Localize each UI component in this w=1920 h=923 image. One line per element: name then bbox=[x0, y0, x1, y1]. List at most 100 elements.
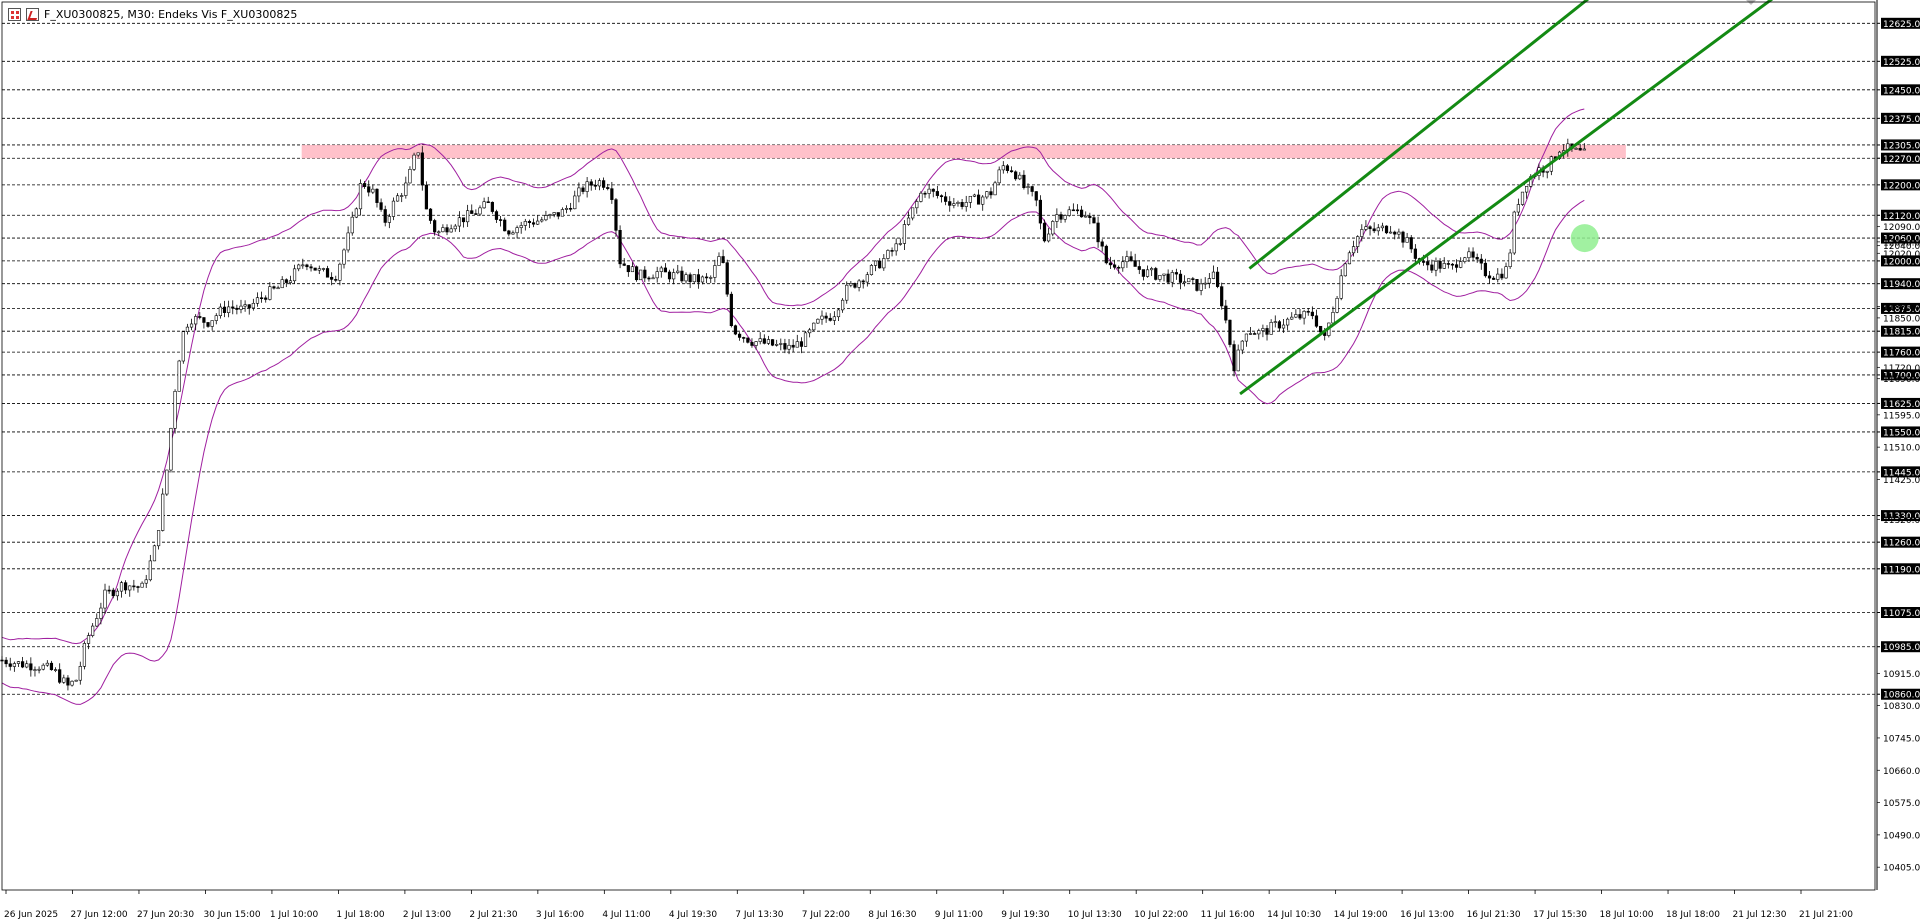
candle-body[interactable] bbox=[602, 180, 606, 188]
candle-body[interactable] bbox=[1442, 263, 1446, 269]
candle-body[interactable] bbox=[560, 209, 565, 217]
candle-body[interactable] bbox=[519, 225, 523, 228]
candle-body[interactable] bbox=[478, 207, 482, 215]
candle-body[interactable] bbox=[371, 188, 375, 193]
candle-body[interactable] bbox=[610, 188, 614, 200]
candle-body[interactable] bbox=[923, 192, 927, 195]
candle-body[interactable] bbox=[1001, 165, 1005, 171]
candle-body[interactable] bbox=[165, 469, 169, 495]
candle-body[interactable] bbox=[404, 182, 408, 196]
candle-body[interactable] bbox=[948, 201, 952, 206]
candle-body[interactable] bbox=[832, 316, 836, 321]
candle-body[interactable] bbox=[651, 277, 655, 280]
candle-body[interactable] bbox=[1314, 315, 1319, 327]
candle-body[interactable] bbox=[1426, 261, 1430, 266]
candle-body[interactable] bbox=[210, 320, 214, 327]
candle-body[interactable] bbox=[1520, 191, 1525, 205]
candle-body[interactable] bbox=[268, 286, 272, 300]
candle-body[interactable] bbox=[1063, 215, 1067, 220]
candle-body[interactable] bbox=[997, 169, 1001, 184]
candle-body[interactable] bbox=[1409, 237, 1413, 250]
price-tag[interactable] bbox=[1881, 232, 1920, 244]
candle-body[interactable] bbox=[1351, 246, 1356, 254]
candle-body[interactable] bbox=[1104, 245, 1108, 264]
candle-body[interactable] bbox=[486, 201, 490, 204]
candle-body[interactable] bbox=[935, 191, 939, 196]
candle-body[interactable] bbox=[964, 202, 968, 207]
candle-body[interactable] bbox=[391, 200, 396, 217]
candle-body[interactable] bbox=[461, 217, 466, 223]
candle-body[interactable] bbox=[1137, 266, 1141, 270]
candle-body[interactable] bbox=[235, 307, 239, 310]
candle-body[interactable] bbox=[1117, 266, 1121, 269]
price-tag[interactable] bbox=[1881, 55, 1920, 67]
candle-body[interactable] bbox=[1265, 328, 1269, 335]
candle-body[interactable] bbox=[692, 274, 696, 283]
candle-body[interactable] bbox=[622, 263, 626, 266]
channel-upper-line[interactable] bbox=[1248, 0, 1875, 270]
candle-body[interactable] bbox=[62, 677, 66, 683]
candle-body[interactable] bbox=[264, 297, 268, 300]
candle-body[interactable] bbox=[915, 201, 919, 209]
candle-body[interactable] bbox=[206, 322, 210, 327]
candle-body[interactable] bbox=[614, 199, 618, 231]
candle-body[interactable] bbox=[1339, 275, 1343, 299]
candle-body[interactable] bbox=[1150, 268, 1154, 271]
candle-body[interactable] bbox=[177, 360, 181, 392]
candle-body[interactable] bbox=[873, 260, 878, 266]
candle-body[interactable] bbox=[1582, 148, 1586, 151]
candle-body[interactable] bbox=[536, 220, 540, 225]
candle-body[interactable] bbox=[1079, 209, 1084, 218]
candle-body[interactable] bbox=[1187, 278, 1191, 283]
candle-body[interactable] bbox=[808, 329, 812, 334]
candle-body[interactable] bbox=[251, 302, 255, 309]
candle-body[interactable] bbox=[696, 274, 700, 283]
candle-body[interactable] bbox=[1092, 217, 1096, 224]
candle-body[interactable] bbox=[713, 265, 717, 278]
price-tag[interactable] bbox=[1881, 278, 1920, 290]
candle-body[interactable] bbox=[1203, 282, 1207, 285]
candle-body[interactable] bbox=[1232, 344, 1236, 372]
candle-body[interactable] bbox=[680, 270, 684, 282]
candle-body[interactable] bbox=[346, 232, 350, 251]
candle-body[interactable] bbox=[457, 217, 461, 227]
candle-body[interactable] bbox=[1347, 252, 1352, 265]
candle-body[interactable] bbox=[325, 268, 330, 278]
candle-body[interactable] bbox=[1475, 256, 1479, 260]
candle-body[interactable] bbox=[1302, 310, 1306, 319]
candle-body[interactable] bbox=[247, 304, 251, 309]
candle-body[interactable] bbox=[1215, 271, 1220, 287]
candle-body[interactable] bbox=[791, 344, 795, 348]
candle-body[interactable] bbox=[795, 341, 799, 348]
candle-body[interactable] bbox=[1277, 321, 1281, 329]
candle-body[interactable] bbox=[1405, 237, 1409, 243]
candle-body[interactable] bbox=[1100, 241, 1104, 247]
candle-body[interactable] bbox=[115, 590, 119, 597]
candle-body[interactable] bbox=[857, 280, 861, 288]
candle-body[interactable] bbox=[1380, 225, 1385, 229]
candle-body[interactable] bbox=[202, 317, 206, 323]
candle-body[interactable] bbox=[41, 664, 45, 670]
candle-body[interactable] bbox=[111, 589, 115, 597]
candle-body[interactable] bbox=[803, 332, 808, 347]
candle-body[interactable] bbox=[1108, 262, 1113, 266]
candle-body[interactable] bbox=[1038, 199, 1042, 224]
price-tag[interactable] bbox=[1881, 536, 1920, 548]
candle-body[interactable] bbox=[1112, 264, 1117, 268]
candle-body[interactable] bbox=[733, 325, 738, 335]
candle-body[interactable] bbox=[836, 309, 841, 318]
candle-body[interactable] bbox=[1467, 251, 1471, 259]
candle-body[interactable] bbox=[86, 635, 91, 644]
candle-body[interactable] bbox=[766, 339, 771, 344]
candle-body[interactable] bbox=[433, 220, 437, 233]
candle-body[interactable] bbox=[1479, 258, 1483, 264]
candle-body[interactable] bbox=[655, 271, 659, 279]
candle-body[interactable] bbox=[531, 222, 536, 225]
price-tag[interactable] bbox=[1881, 688, 1920, 700]
candle-body[interactable] bbox=[742, 337, 746, 339]
grid-icon[interactable] bbox=[8, 7, 21, 21]
candle-body[interactable] bbox=[890, 250, 894, 252]
candle-body[interactable] bbox=[503, 219, 507, 232]
candle-body[interactable] bbox=[1014, 171, 1018, 180]
candle-body[interactable] bbox=[288, 280, 293, 283]
